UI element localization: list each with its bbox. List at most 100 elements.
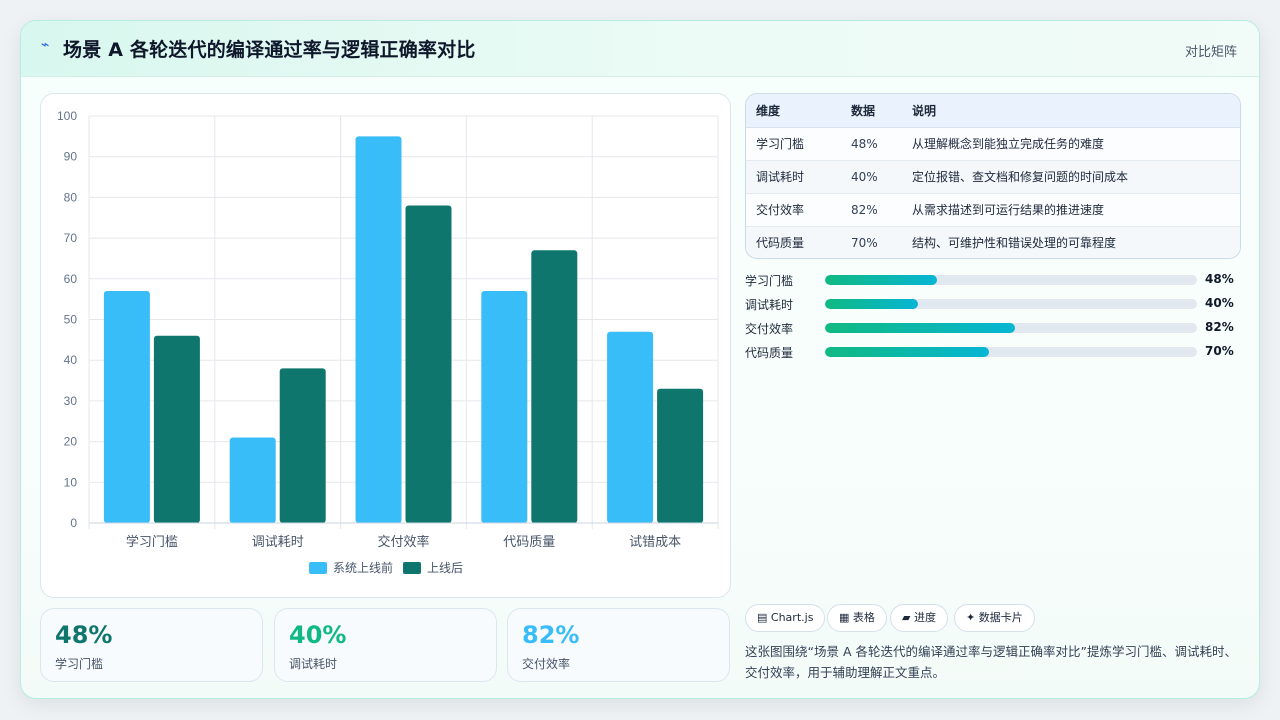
sparkle-icon: ✦ [966,611,976,624]
table-cell: 40% [841,160,902,194]
x-tick-label: 调试耗时 [252,534,304,549]
x-tick-label: 试错成本 [629,534,681,549]
table-cell: 学习门槛 [746,127,841,161]
progress-value: 82% [1205,320,1234,334]
tag-label: 进度 [913,611,936,624]
bar [657,388,704,523]
description: 这张图围绕“场景 A 各轮迭代的编译通过率与逻辑正确率对比”提炼学习门槛、调试耗… [745,644,1237,680]
stat-card-2: 40% 调试耗时 [274,608,497,682]
page-title: 场景 A 各轮迭代的编译通过率与逻辑正确率对比 [63,39,476,61]
progress-row: 代码质量 70% [745,341,1241,365]
table-cell: 交付效率 [746,193,841,227]
legend-swatch [309,562,327,574]
main-card: ⌁ 场景 A 各轮迭代的编译通过率与逻辑正确率对比 对比矩阵 0 10 20 30 40… [20,20,1260,699]
table-cell: 调试耗时 [746,160,841,194]
y-tick-label: 40 [64,353,78,367]
table-header-dimension: 维度 [746,94,841,128]
tag-label: Chart.js [770,611,814,624]
table-row: 学习门槛 48% 从理解概念到能独立完成任务的难度 [746,127,1240,161]
bar [531,250,578,523]
progress-fill [825,299,918,309]
y-tick-label: 20 [64,435,78,449]
legend-label: 系统上线前 [333,560,393,575]
header-label: 对比矩阵 [1184,45,1237,60]
table-cell: 从需求描述到可运行结果的推进速度 [902,193,1240,227]
bar [607,331,654,523]
tag-chartjs[interactable]: ▤ Chart.js [745,604,826,632]
table-cell: 48% [841,127,902,161]
tag-label: 数据卡片 [978,611,1023,624]
tag-table[interactable]: ▦ 表格 [827,604,887,632]
tag-progress[interactable]: ▰ 进度 [890,604,948,632]
y-tick-label: 30 [64,394,78,408]
progress-row: 交付效率 82% [745,317,1241,341]
x-tick-label: 交付效率 [377,534,429,549]
bar [355,136,402,523]
bar [279,368,326,523]
tag-label: 表格 [852,611,875,624]
progress-label: 交付效率 [745,322,794,336]
stat-label: 学习门槛 [55,657,104,671]
stat-value: 40% [289,621,347,649]
table-cell: 从理解概念到能独立完成任务的难度 [902,127,1240,161]
chart-panel: 0 10 20 30 40 50 60 70 80 90 100 学习门槛 调试耗时 交付效率 代码质量 试错… [40,93,731,598]
y-tick-label: 100 [57,109,77,123]
table-cell: 82% [841,193,902,227]
table-header-description: 说明 [902,94,1240,128]
progress-list: 学习门槛 48% 调试耗时 40% 交付效率 82% 代码质量 70% [745,269,1241,365]
table-row: 交付效率 82% 从需求描述到可运行结果的推进速度 [746,193,1240,227]
y-tick-label: 60 [64,272,78,286]
header: ⌁ 场景 A 各轮迭代的编译通过率与逻辑正确率对比 对比矩阵 [21,21,1259,77]
table-icon: ▦ [839,611,850,624]
progress-value: 48% [1205,272,1234,286]
bar [103,291,150,523]
table-row: 调试耗时 40% 定位报错、查文档和修复问题的时间成本 [746,160,1240,194]
table-cell: 70% [841,226,902,258]
table-cell: 定位报错、查文档和修复问题的时间成本 [902,160,1240,194]
progress-track [825,347,1197,357]
y-tick-label: 80 [64,190,78,204]
progress-track [825,323,1197,333]
table-header-data: 数据 [841,94,902,128]
progress-label: 代码质量 [745,346,794,360]
progress-fill [825,323,1015,333]
y-tick-label: 50 [64,313,78,327]
bar [153,335,200,523]
progress-track [825,299,1197,309]
progress-track [825,275,1197,285]
bar [405,205,452,523]
progress-value: 70% [1205,344,1234,358]
stat-label: 交付效率 [522,657,571,671]
stat-label: 调试耗时 [289,657,338,671]
table-cell: 结构、可维护性和错误处理的可靠程度 [902,226,1240,258]
table-cell: 代码质量 [746,226,841,258]
stat-card-3: 82% 交付效率 [507,608,730,682]
progress-icon: ▰ [902,611,911,624]
x-tick-label: 学习门槛 [126,534,178,549]
tag-data-card[interactable]: ✦ 数据卡片 [954,604,1035,632]
data-table: 维度 数据 说明 学习门槛 48% 从理解概念到能独立完成任务的难度 调试耗时 … [745,93,1241,259]
stat-card-1: 48% 学习门槛 [40,608,263,682]
progress-label: 调试耗时 [745,298,794,312]
bar [229,437,276,523]
chart-line-icon: ⌁ [41,37,50,53]
progress-label: 学习门槛 [745,274,794,288]
table-row: 代码质量 70% 结构、可维护性和错误处理的可靠程度 [746,226,1240,258]
y-tick-label: 90 [64,150,78,164]
progress-row: 学习门槛 48% [745,269,1241,293]
bar-chart: 0 10 20 30 40 50 60 70 80 90 100 学习门槛 调试耗时 交付效率 代码质量 试错… [57,109,719,575]
x-tick-label: 代码质量 [503,534,555,549]
chart-icon: ▤ [757,611,768,624]
legend-label: 上线后 [427,561,463,575]
legend-swatch [403,562,421,574]
stat-value: 48% [55,621,113,649]
y-tick-label: 0 [70,516,77,530]
y-tick-label: 10 [64,475,78,489]
y-tick-label: 70 [64,231,78,245]
progress-row: 调试耗时 40% [745,293,1241,317]
progress-value: 40% [1205,296,1234,310]
progress-fill [825,347,989,357]
bar [481,291,528,523]
progress-fill [825,275,937,285]
stat-value: 82% [522,621,580,649]
